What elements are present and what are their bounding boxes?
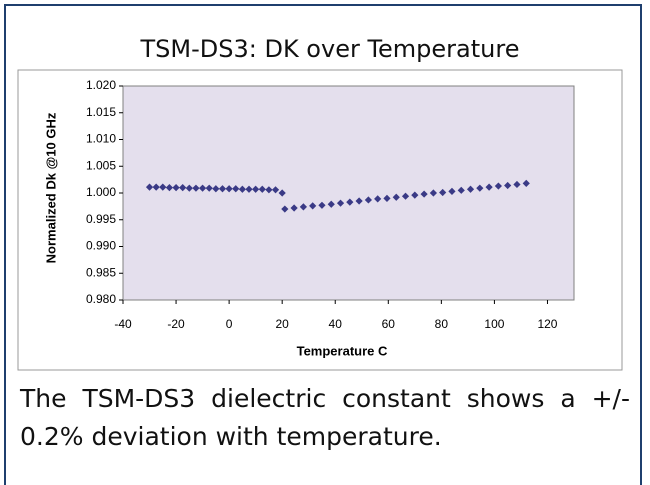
y-tick-label: 1.020 <box>86 78 116 92</box>
data-point <box>448 187 456 195</box>
data-point <box>278 189 286 197</box>
x-axis-label: Temperature C <box>297 343 388 358</box>
data-point <box>420 190 428 198</box>
data-point <box>212 185 220 193</box>
data-point <box>281 205 289 213</box>
y-tick-label: 0.980 <box>86 292 116 306</box>
data-point <box>185 184 193 192</box>
x-tick-label: -20 <box>167 317 185 331</box>
data-point <box>457 186 465 194</box>
y-tick-label: 0.990 <box>86 239 116 253</box>
data-point <box>152 183 160 191</box>
x-tick-label: 60 <box>382 317 396 331</box>
data-point <box>383 194 391 202</box>
data-point <box>252 185 260 193</box>
data-point <box>401 192 410 200</box>
x-tick-label: 0 <box>226 317 233 331</box>
data-point <box>290 204 298 212</box>
data-point <box>318 201 326 209</box>
data-point <box>522 179 530 187</box>
y-tick-label: 0.995 <box>86 212 116 226</box>
y-tick-label: 1.015 <box>86 105 116 119</box>
data-point <box>309 202 317 210</box>
data-point <box>346 198 354 206</box>
y-tick-label: 1.010 <box>86 132 116 146</box>
x-tick-label: 80 <box>435 317 449 331</box>
data-point <box>327 200 335 208</box>
data-point <box>392 193 400 201</box>
x-tick-label: -40 <box>114 317 132 331</box>
data-point <box>271 186 280 194</box>
y-tick-label: 0.985 <box>86 265 116 279</box>
x-tick-label: 120 <box>537 317 557 331</box>
data-point <box>504 181 512 190</box>
data-point <box>265 186 273 194</box>
data-point <box>258 185 266 193</box>
data-point <box>439 188 447 197</box>
data-point <box>429 189 437 197</box>
data-point <box>336 199 345 207</box>
data-point <box>466 185 475 193</box>
data-point <box>145 183 154 191</box>
chart-title: TSM-DS3: DK over Temperature <box>140 35 520 63</box>
data-point <box>218 185 227 193</box>
data-point <box>179 184 187 192</box>
data-point <box>225 185 233 193</box>
data-point <box>245 185 253 193</box>
data-point <box>485 183 493 191</box>
data-point <box>364 196 372 204</box>
frame <box>4 4 642 485</box>
data-point <box>232 185 240 193</box>
data-point <box>205 184 213 192</box>
data-point <box>238 185 246 193</box>
data-point <box>165 184 174 192</box>
x-tick-label: 40 <box>329 317 343 331</box>
data-point <box>411 191 419 199</box>
data-point <box>374 195 382 203</box>
data-point <box>159 183 167 191</box>
y-axis-label: Normalized Dk @10 GHz <box>43 112 58 263</box>
data-point <box>476 184 484 192</box>
data-point <box>299 203 307 211</box>
y-tick-label: 1.000 <box>86 185 116 199</box>
x-tick-label: 20 <box>275 317 289 331</box>
plot-area <box>122 85 575 301</box>
data-point <box>172 184 180 192</box>
data-point <box>494 182 502 190</box>
data-point <box>513 180 521 189</box>
caption: The TSM-DS3 dielectric constant shows a … <box>20 384 630 451</box>
data-point <box>192 184 200 192</box>
y-tick-label: 1.005 <box>86 158 116 172</box>
data-point <box>355 197 363 205</box>
x-tick-label: 100 <box>484 317 504 331</box>
data-point <box>198 184 207 192</box>
